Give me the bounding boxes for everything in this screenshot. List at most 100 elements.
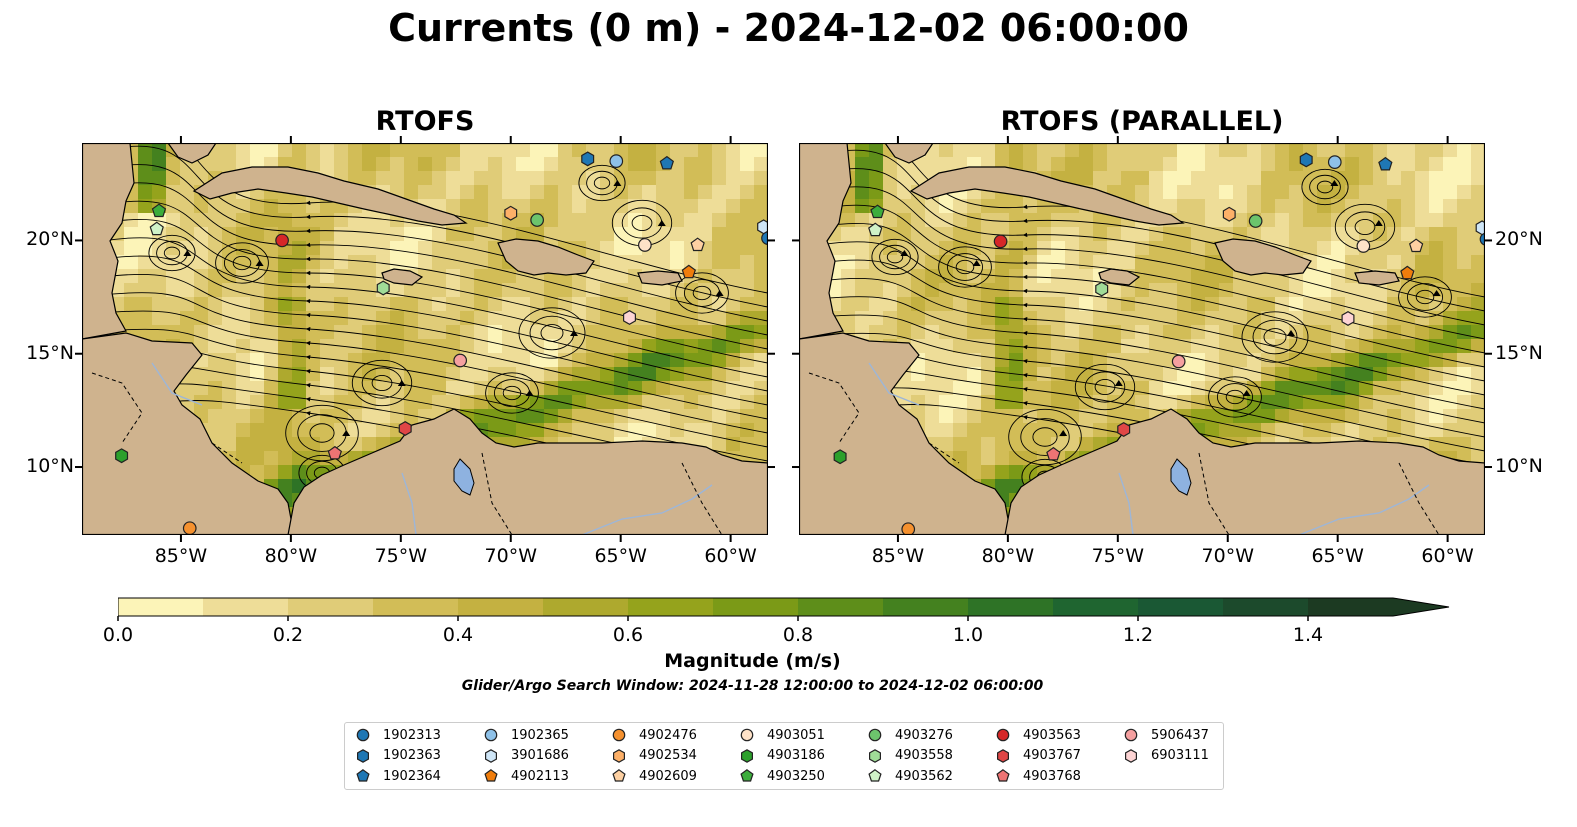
legend-item-4902609: 4902609 <box>611 766 697 786</box>
legend-label: 4902476 <box>639 727 697 743</box>
pentagon-marker-icon <box>484 769 498 782</box>
legend-label: 4903276 <box>895 727 953 743</box>
platform-marker-4903276 <box>1248 214 1263 228</box>
legend-label: 6903111 <box>1151 748 1209 763</box>
figure-title: Currents (0 m) - 2024-12-02 06:00:00 <box>388 6 1189 50</box>
legend-label: 1902363 <box>383 748 441 763</box>
platform-marker-4902609 <box>1408 238 1424 253</box>
hexagon-marker-icon <box>869 748 881 763</box>
legend-item-4902476: 4902476 <box>611 725 697 745</box>
platform-marker-4903558 <box>1095 281 1109 297</box>
platform-marker-4903186 <box>115 448 129 464</box>
map-canvas <box>799 143 1485 535</box>
platform-marker-3901686 <box>757 219 768 235</box>
legend-label: 4903562 <box>895 768 953 784</box>
legend-marker <box>612 769 626 782</box>
legend-label: 4903767 <box>1023 748 1081 763</box>
legend-label: 1902365 <box>511 727 569 743</box>
lon-tick-label: 70°W <box>1201 545 1254 567</box>
platform-marker-1902313 <box>761 231 768 246</box>
lat-tick-label: 20°N <box>26 228 74 251</box>
platform-marker-4902534 <box>504 205 518 221</box>
legend-marker <box>740 728 754 742</box>
platform-marker-4902476 <box>901 522 916 535</box>
legend-label: 1902364 <box>383 768 441 784</box>
map-panel-rtofs-parallel <box>799 143 1485 535</box>
colorbar-tick-label: 0.8 <box>782 624 814 646</box>
search-window-caption: Glider/Argo Search Window: 2024-11-28 12… <box>461 678 1044 694</box>
legend-label: 4903051 <box>767 727 825 743</box>
platform-marker-4903250 <box>870 204 885 219</box>
hexagon-marker-icon <box>357 748 369 763</box>
pentagon-marker-icon <box>356 769 370 782</box>
lat-tick-label: 15°N <box>1495 341 1543 364</box>
colorbar-tick-label: 1.0 <box>952 624 984 646</box>
colorbar-label: Magnitude (m/s) <box>664 650 841 672</box>
legend-item-4903051: 4903051 <box>739 725 825 745</box>
lat-tick-label: 15°N <box>26 341 74 364</box>
circle-marker-icon <box>612 728 626 742</box>
circle-marker-icon <box>484 728 498 742</box>
legend-marker <box>356 728 370 742</box>
colorbar-tick-label: 1.2 <box>1122 624 1154 646</box>
legend-label: 4903250 <box>767 768 825 784</box>
legend-marker <box>868 769 882 782</box>
hexagon-marker-icon <box>613 748 625 763</box>
legend-label: 4903768 <box>1023 768 1081 784</box>
lon-tick-label: 85°W <box>154 545 208 567</box>
legend-marker <box>868 728 882 742</box>
legend-marker <box>996 769 1010 782</box>
legend-item-1902365: 1902365 <box>483 725 569 745</box>
legend-label: 4903563 <box>1023 727 1081 743</box>
lon-tick-label: 60°W <box>1421 545 1474 567</box>
pentagon-marker-icon <box>868 769 882 782</box>
platform-marker-4903051 <box>1356 239 1371 253</box>
lon-tick-label: 80°W <box>264 545 318 567</box>
panel-title-rtofs-parallel: RTOFS (PARALLEL) <box>1000 106 1284 137</box>
legend-item-1902313: 1902313 <box>355 725 441 745</box>
platform-marker-4902476 <box>182 521 197 535</box>
colorbar <box>117 596 1453 622</box>
lake <box>453 458 475 496</box>
platform-marker-4903186 <box>833 449 847 465</box>
legend-label: 1902313 <box>383 727 441 743</box>
pentagon-marker-icon <box>996 769 1010 782</box>
legend-label: 5906437 <box>1151 727 1209 743</box>
platform-marker-4903563 <box>993 234 1008 249</box>
platform-marker-4903562 <box>868 222 883 237</box>
platform-marker-4903250 <box>151 203 167 218</box>
pentagon-marker-icon <box>612 769 626 782</box>
circle-marker-icon <box>996 728 1010 742</box>
land-mask <box>82 143 768 535</box>
platform-marker-4903563 <box>275 233 289 248</box>
legend-item-3901686: 3901686 <box>483 746 569 766</box>
legend-marker <box>484 769 498 782</box>
legend-marker <box>357 748 369 763</box>
legend-label: 4902609 <box>639 768 697 784</box>
land-mask <box>799 143 1485 535</box>
circle-marker-icon <box>868 728 882 742</box>
legend-item-4902534: 4902534 <box>611 746 697 766</box>
map-canvas <box>82 143 768 535</box>
legend-item-4903250: 4903250 <box>739 766 825 786</box>
lake <box>1170 458 1192 496</box>
platform-marker-6903111 <box>1341 311 1355 326</box>
platform-marker-4903768 <box>327 445 343 460</box>
platform-marker-4902534 <box>1222 206 1236 222</box>
platform-marker-1902363 <box>1299 152 1313 168</box>
legend-marker <box>997 748 1009 763</box>
platform-marker-1902365 <box>609 154 624 168</box>
colorbar-tick-label: 0.6 <box>612 624 644 646</box>
platform-marker-1902364 <box>659 155 675 170</box>
platform-marker-4902113 <box>1400 265 1415 280</box>
platform-marker-4903562 <box>149 221 164 236</box>
legend-marker <box>740 769 754 782</box>
legend-item-6903111: 6903111 <box>1123 746 1209 766</box>
legend-marker <box>613 748 625 763</box>
legend-label: 4903558 <box>895 748 953 763</box>
platform-marker-4903767 <box>398 421 412 436</box>
colorbar-tick-label: 0.4 <box>442 624 474 646</box>
legend-label: 4902113 <box>511 768 569 784</box>
legend-marker <box>1125 748 1137 763</box>
colorbar-scale <box>117 597 1450 617</box>
